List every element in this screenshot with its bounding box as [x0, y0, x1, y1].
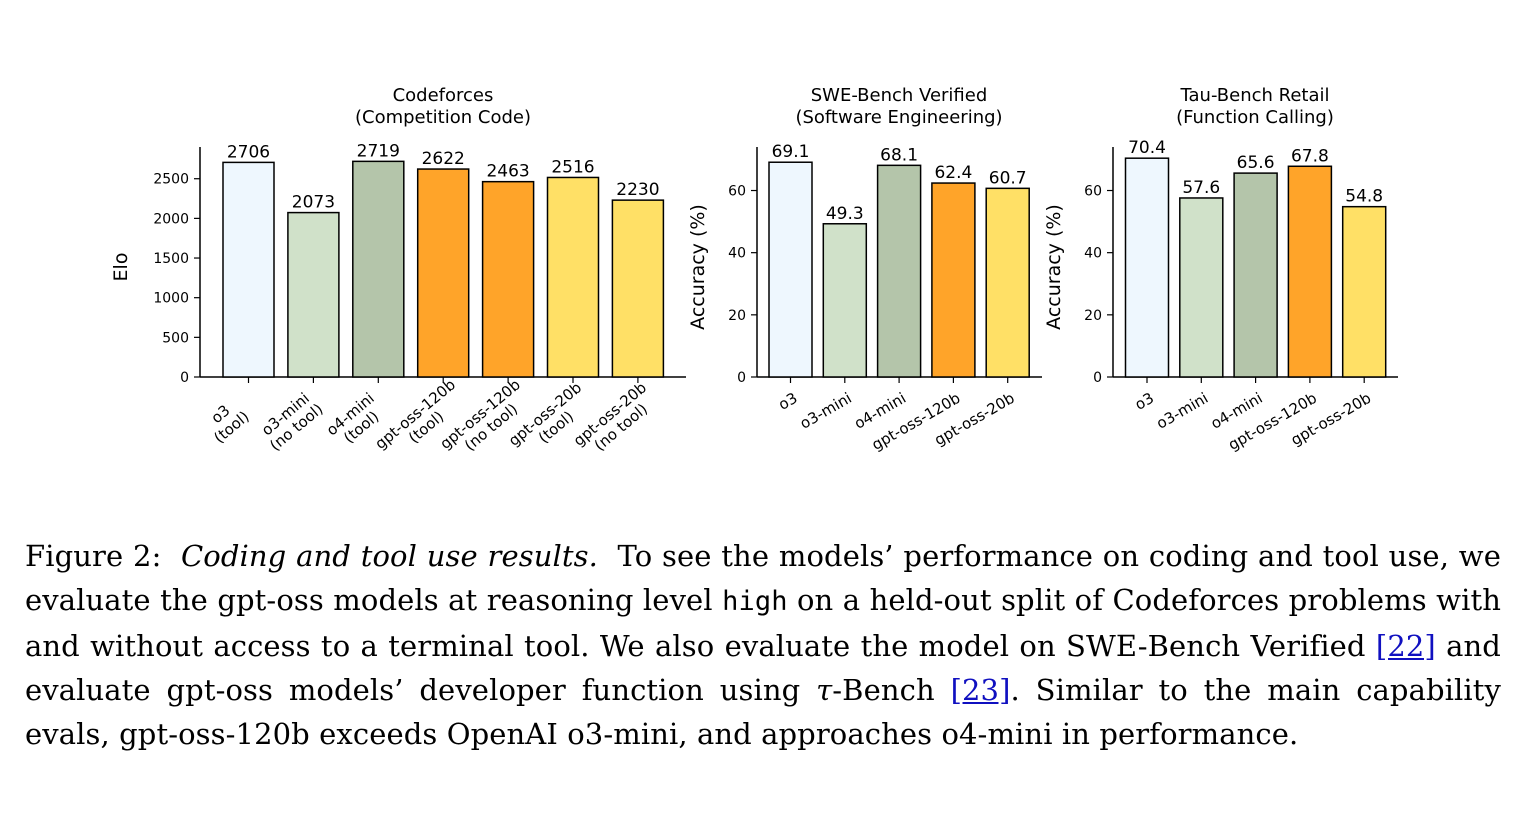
bar-value-label: 70.4 [1128, 138, 1166, 158]
x-tick-label: o3 [1132, 389, 1157, 414]
chart-title-line: Tau-Bench Retail [1179, 85, 1329, 106]
y-tick-label: 60 [728, 184, 746, 200]
y-tick-label: 40 [1084, 246, 1102, 262]
x-tick-label: o3 [775, 389, 800, 414]
chart-title-line: (Competition Code) [355, 107, 531, 128]
x-tick-label-line: o3 [775, 389, 800, 414]
bar-value-label: 54.8 [1345, 187, 1383, 207]
bar-value-label: 49.3 [826, 204, 864, 224]
bar-value-label: 57.6 [1182, 178, 1220, 198]
caption-text-1: To see the models’ performance on coding… [25, 539, 1501, 617]
chart-title-line: SWE-Bench Verified [811, 85, 988, 106]
bar [822, 223, 868, 378]
chart-title-line: (Software Engineering) [795, 107, 1002, 128]
bar [546, 176, 600, 378]
y-tick-label: 1500 [153, 251, 189, 267]
caption-title: Coding and tool use results. [181, 539, 598, 573]
x-tick-label: o3-mini(no tool) [255, 387, 326, 455]
caption-text-4: -Bench [832, 673, 935, 707]
chart-title-line: Codeforces [393, 85, 494, 106]
bar [1287, 165, 1333, 378]
bar [416, 168, 470, 378]
bar [1179, 197, 1224, 378]
y-tick-label: 0 [737, 370, 746, 386]
bar-value-label: 2463 [486, 162, 529, 182]
bar [222, 161, 275, 378]
figure-2-charts: Codeforces(Competition Code) Elo 0 500 1000 1… [110, 85, 1398, 465]
y-tick-label: 20 [1084, 308, 1102, 324]
y-axis-label: Accuracy (%) [687, 204, 709, 330]
caption-text-3: and evaluate gpt-oss models’ developer f… [25, 629, 1501, 707]
bar [1233, 172, 1278, 378]
bar-value-label: 67.8 [1291, 146, 1329, 166]
bar [1341, 205, 1387, 378]
bar-value-label: 65.6 [1237, 153, 1275, 173]
y-tick-label: 500 [162, 330, 189, 346]
y-tick-label: 60 [1084, 184, 1102, 200]
x-tick-label-line: o3-mini [1153, 389, 1211, 433]
bar [611, 199, 665, 378]
y-tick-label: 0 [1093, 370, 1102, 386]
y-tick-label: 2500 [153, 172, 189, 188]
y-axis-label: Accuracy (%) [1043, 204, 1065, 330]
x-tick-label: o3(tool) [199, 394, 252, 447]
bar-value-label: 2073 [292, 193, 335, 213]
bar-value-label: 2706 [227, 142, 270, 162]
bar [481, 180, 535, 378]
chart-1: Codeforces(Competition Code) Elo 0 500 1000 1… [110, 85, 686, 465]
bar-value-label: 2622 [422, 149, 465, 169]
bar-value-label: 60.7 [989, 168, 1027, 188]
bar [985, 187, 1030, 378]
chart-3: Tau-Bench Retail(Function Calling) Accura… [1043, 85, 1398, 454]
bar [287, 211, 340, 378]
y-tick-label: 40 [728, 246, 746, 262]
citation-link-22[interactable]: [22] [1375, 629, 1436, 663]
figure-label: Figure 2: [25, 539, 162, 573]
figure-caption: Figure 2: Coding and tool use results. T… [25, 534, 1501, 756]
y-tick-label: 20 [728, 308, 746, 324]
x-tick-label: gpt-oss-120b(tool) [372, 375, 470, 465]
citation-link-23[interactable]: [23] [950, 673, 1011, 707]
bar-value-label: 2719 [357, 141, 400, 161]
bar [1124, 157, 1170, 378]
y-tick-label: 2000 [153, 211, 189, 227]
bar-value-label: 69.1 [772, 142, 810, 162]
bar-value-label: 2516 [551, 157, 594, 177]
bar [931, 182, 976, 378]
y-tick-label: 1000 [153, 291, 189, 307]
bar-value-label: 62.4 [934, 163, 972, 183]
bar-value-label: 2230 [616, 180, 659, 200]
y-axis-label: Elo [110, 253, 132, 282]
bar [876, 164, 922, 378]
x-tick-label-line: o3 [1132, 389, 1157, 414]
caption-text-2: on a held-out split of Codeforces proble… [25, 583, 1501, 663]
bar [352, 160, 405, 378]
x-tick-label-line: o3-mini [797, 389, 855, 433]
chart-2: SWE-Bench Verified(Software Engineering)… [687, 85, 1042, 454]
x-tick-label: o3-mini [1153, 389, 1211, 433]
x-tick-label: o3-mini [797, 389, 855, 433]
bar [768, 161, 813, 378]
caption-text-5: . Similar to the main capability evals, … [25, 673, 1501, 751]
caption-code-high: high [722, 586, 788, 617]
tau-symbol: τ [816, 673, 833, 707]
bar-value-label: 68.1 [880, 145, 918, 165]
chart-title-line: (Function Calling) [1176, 107, 1334, 128]
y-tick-label: 0 [180, 370, 189, 386]
